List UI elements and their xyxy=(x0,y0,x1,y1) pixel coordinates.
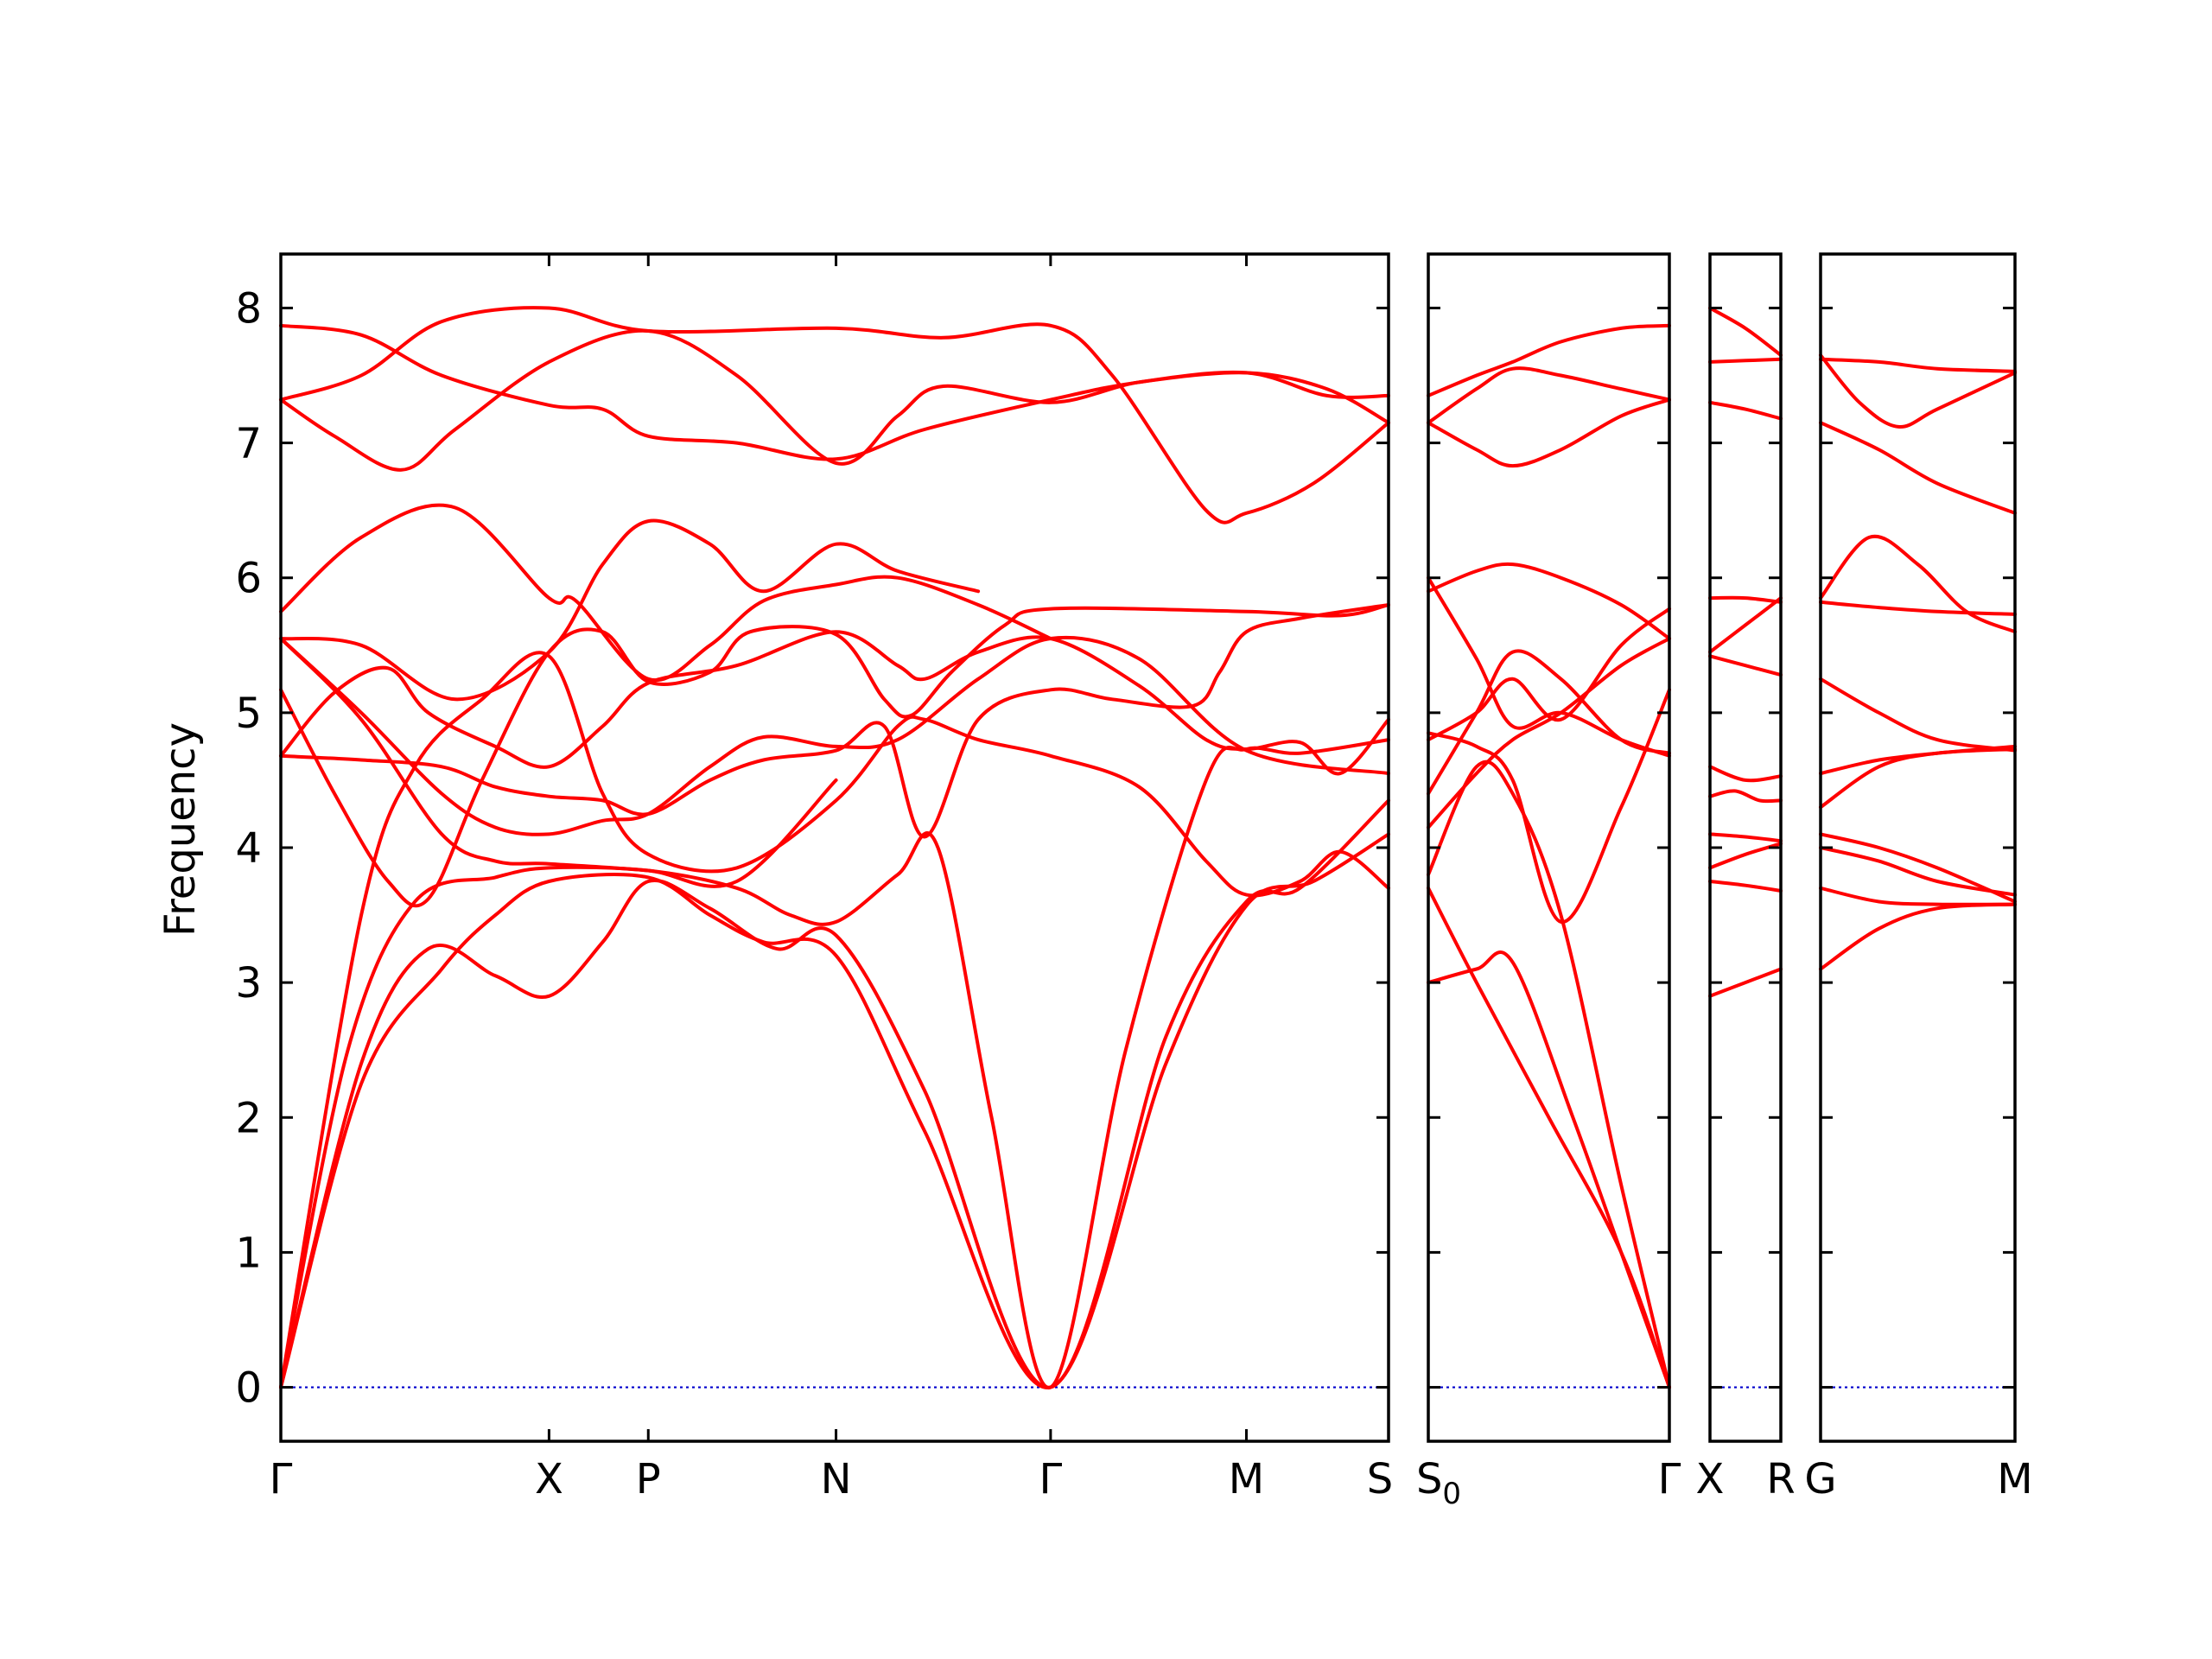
y-tick-label: 0 xyxy=(235,1364,262,1413)
band-2-1 xyxy=(1427,886,1671,1389)
band-3-8 xyxy=(1708,596,1783,654)
band-4-11 xyxy=(1819,353,2017,429)
y-tick-label: 6 xyxy=(235,555,262,603)
band-4-3 xyxy=(1819,846,2017,897)
band-2-5 xyxy=(1427,637,1671,830)
band-1-13 xyxy=(279,323,1390,461)
band-1-12 xyxy=(279,306,1390,524)
panel-frame xyxy=(1427,252,1671,1443)
band-1-4 xyxy=(279,651,1390,1389)
band-3-7 xyxy=(1708,654,1783,677)
band-3-1 xyxy=(1708,967,1783,998)
band-3-5 xyxy=(1708,789,1783,804)
band-2-9 xyxy=(1427,562,1671,640)
band-3-9 xyxy=(1708,595,1783,604)
band-3-11 xyxy=(1708,357,1783,364)
x-tick-label: S0 xyxy=(1416,1455,1461,1511)
band-2-3 xyxy=(1427,760,1671,1389)
band-3-6 xyxy=(1708,765,1783,783)
x-tick-label: Γ xyxy=(270,1455,293,1503)
band-1-5 xyxy=(279,603,1390,839)
x-tick-label: N xyxy=(821,1455,852,1503)
band-1-7 xyxy=(279,603,1390,908)
band-2-8 xyxy=(1427,575,1671,758)
y-tick-label: 1 xyxy=(235,1229,262,1277)
x-tick-label: S xyxy=(1367,1455,1393,1503)
band-3-4 xyxy=(1708,832,1783,843)
band-1-9 xyxy=(279,637,838,888)
y-tick-label: 4 xyxy=(235,824,262,873)
band-1-8 xyxy=(279,635,1390,836)
x-tick-label: R xyxy=(1766,1455,1795,1503)
band-3-10 xyxy=(1708,400,1783,421)
band-1-14 xyxy=(279,328,1390,472)
y-tick-label: 8 xyxy=(235,284,262,333)
x-tick-label: P xyxy=(636,1455,661,1503)
panel-frame xyxy=(279,252,1390,1443)
band-1-11 xyxy=(279,518,981,702)
band-2-2 xyxy=(1427,950,1671,1389)
band-4-8 xyxy=(1819,600,2017,616)
band-4-9 xyxy=(1819,534,2017,634)
x-tick-label: M xyxy=(1997,1455,2032,1503)
band-4-7 xyxy=(1819,677,2017,753)
band-4-2 xyxy=(1819,886,2017,906)
x-tick-label: X xyxy=(535,1455,563,1503)
band-1-3 xyxy=(279,738,1390,1389)
y-tick-label: 5 xyxy=(235,690,262,738)
band-2-12 xyxy=(1427,397,1671,468)
band-4-5 xyxy=(1819,747,2017,810)
panel-frame xyxy=(1819,252,2017,1443)
x-tick-label: X xyxy=(1696,1455,1725,1503)
band-3-12 xyxy=(1708,306,1783,358)
band-1-2 xyxy=(279,798,1390,1389)
band-4-1 xyxy=(1819,902,2017,971)
band-3-2 xyxy=(1708,880,1783,893)
band-1-1 xyxy=(279,832,1390,1389)
band-2-7 xyxy=(1427,607,1671,742)
band-2-4 xyxy=(1427,688,1671,924)
x-tick-label: G xyxy=(1804,1455,1836,1503)
band-1-6 xyxy=(279,630,1390,776)
x-tick-label: Γ xyxy=(1039,1455,1063,1503)
band-4-6 xyxy=(1819,744,2017,776)
y-tick-label: 3 xyxy=(235,959,262,1007)
panel-1: 0 1 2 3 4 5 6 7 8 Γ X P N Γ M S xyxy=(235,252,1393,1503)
band-4-10 xyxy=(1819,421,2017,515)
x-tick-label: Γ xyxy=(1658,1455,1681,1503)
y-tick-label: 7 xyxy=(235,420,262,468)
band-4-12 xyxy=(1819,357,2017,373)
band-2-10 xyxy=(1427,366,1671,425)
y-tick-label: 2 xyxy=(235,1094,262,1142)
band-2-11 xyxy=(1427,323,1671,397)
band-1-10 xyxy=(279,503,1052,683)
band-4-4 xyxy=(1819,832,2017,904)
x-tick-label: M xyxy=(1229,1455,1264,1503)
panel-2: S0 Γ xyxy=(1416,252,1681,1511)
band-3-3 xyxy=(1708,842,1783,870)
y-axis-title: Frequency xyxy=(156,722,205,937)
